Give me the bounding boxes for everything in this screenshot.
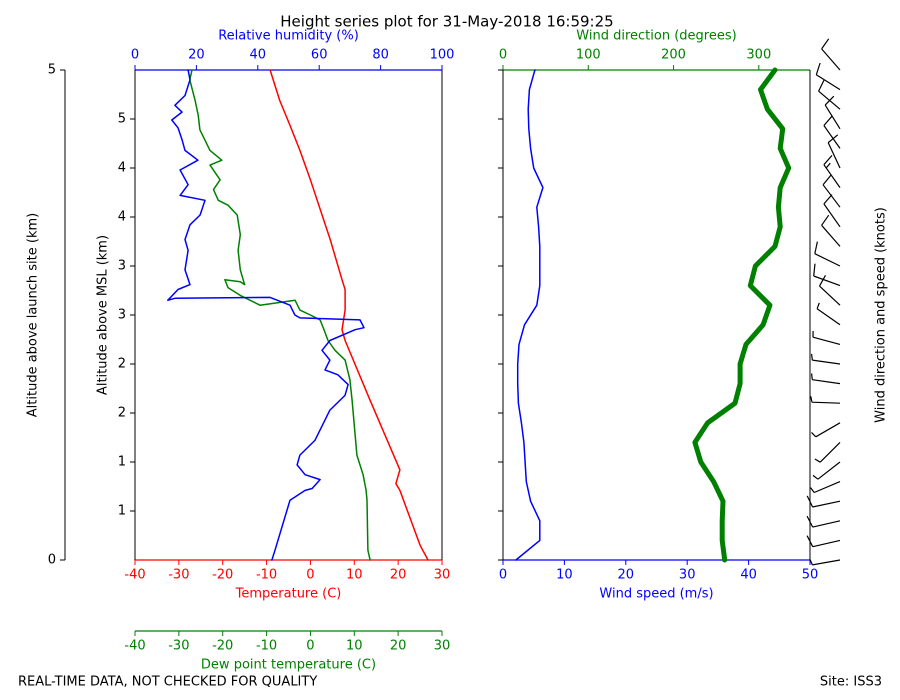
x-tick-label: 10 [346,639,363,654]
x-tick-label: 20 [390,568,407,583]
wind-barb [812,461,841,480]
wind-barb [810,396,841,404]
wind-barb [824,95,841,130]
wind-barb [813,263,841,287]
y-tick-label: 4 [118,210,126,225]
wind-barb [818,79,841,110]
y-axis-label: Altitude above launch site (km) [26,213,41,417]
y-tick-label: 1 [118,504,126,519]
x-tick-label: 300 [746,48,771,63]
y-tick-label: 1 [118,455,126,470]
x-tick-label: 0 [306,568,314,583]
x-tick-label: 0 [499,568,507,583]
x-tick-label: -30 [168,568,189,583]
profile-line [692,67,792,563]
wind-barb [822,174,841,208]
y-tick-label: 0 [48,553,56,568]
chart-title: Height series plot for 31-May-2018 16:59… [280,13,613,31]
x-tick-label: -40 [124,568,145,583]
x-tick-label: 200 [661,48,686,63]
x-tick-label: 100 [576,48,601,63]
x-tick-label: 80 [372,48,389,63]
profile-line [269,69,429,561]
wind-barb [821,38,841,71]
x-tick-label: -30 [168,639,189,654]
wind-barb [823,115,841,149]
site-label: Site: ISS3 [820,675,882,690]
x-tick-label: 30 [679,568,696,583]
wind-barb [811,422,841,438]
wind-barb [821,214,841,247]
x-tick-label: 40 [250,48,267,63]
wind-barb [814,241,841,267]
x-axis-label: Temperature (C) [235,587,342,602]
x-axis-label: Relative humidity (%) [218,29,359,44]
y-axis-label: Altitude above MSL (km) [96,235,111,395]
wind-barb [806,495,841,508]
x-tick-label: 20 [390,639,407,654]
x-tick-label: 100 [430,48,455,63]
x-tick-label: -20 [212,568,233,583]
x-tick-label: 60 [311,48,328,63]
x-axis-label: Wind direction (degrees) [576,29,736,44]
y-tick-label: 5 [48,63,56,78]
wind-barb [823,194,841,228]
profile-line [189,69,371,561]
x-tick-label: 10 [346,568,363,583]
x-tick-label: 0 [499,48,507,63]
y-tick-label: 3 [118,259,126,274]
y-tick-label: 4 [118,161,126,176]
profile-line [167,69,365,561]
y-tick-label: 2 [118,406,126,421]
x-tick-label: 0 [306,639,314,654]
y-tick-label: 3 [118,308,126,323]
x-tick-label: -20 [212,639,233,654]
wind-barb [823,155,841,188]
wind-barb [815,62,841,91]
y-tick-label: 2 [118,357,126,372]
x-tick-label: 50 [802,568,819,583]
wind-barb [812,330,841,345]
profile-line [515,69,544,561]
x-tick-label: -40 [124,639,145,654]
x-axis-label: Dew point temperature (C) [201,658,376,673]
wind-barb [811,353,841,365]
wind-barb [810,481,841,494]
x-tick-label: 30 [434,639,451,654]
wind-barb [816,302,841,326]
wind-barb [811,373,841,385]
x-tick-label: 40 [740,568,757,583]
x-tick-label: 20 [188,48,205,63]
wind-barb [818,275,841,306]
y-tick-label: 5 [118,112,126,127]
wind-barb [814,441,841,463]
x-axis-label: Wind speed (m/s) [599,587,713,602]
wind-barb [809,559,841,566]
wind-barb [806,535,841,548]
x-tick-label: 20 [618,568,635,583]
barb-label: Wind direction and speed (knots) [874,207,889,423]
wind-barb [806,515,841,528]
footer-note: REAL-TIME DATA, NOT CHECKED FOR QUALITY [18,675,317,690]
x-tick-label: 0 [131,48,139,63]
x-tick-label: -10 [256,568,277,583]
x-tick-label: 10 [556,568,573,583]
x-tick-label: -10 [256,639,277,654]
x-tick-label: 30 [434,568,451,583]
